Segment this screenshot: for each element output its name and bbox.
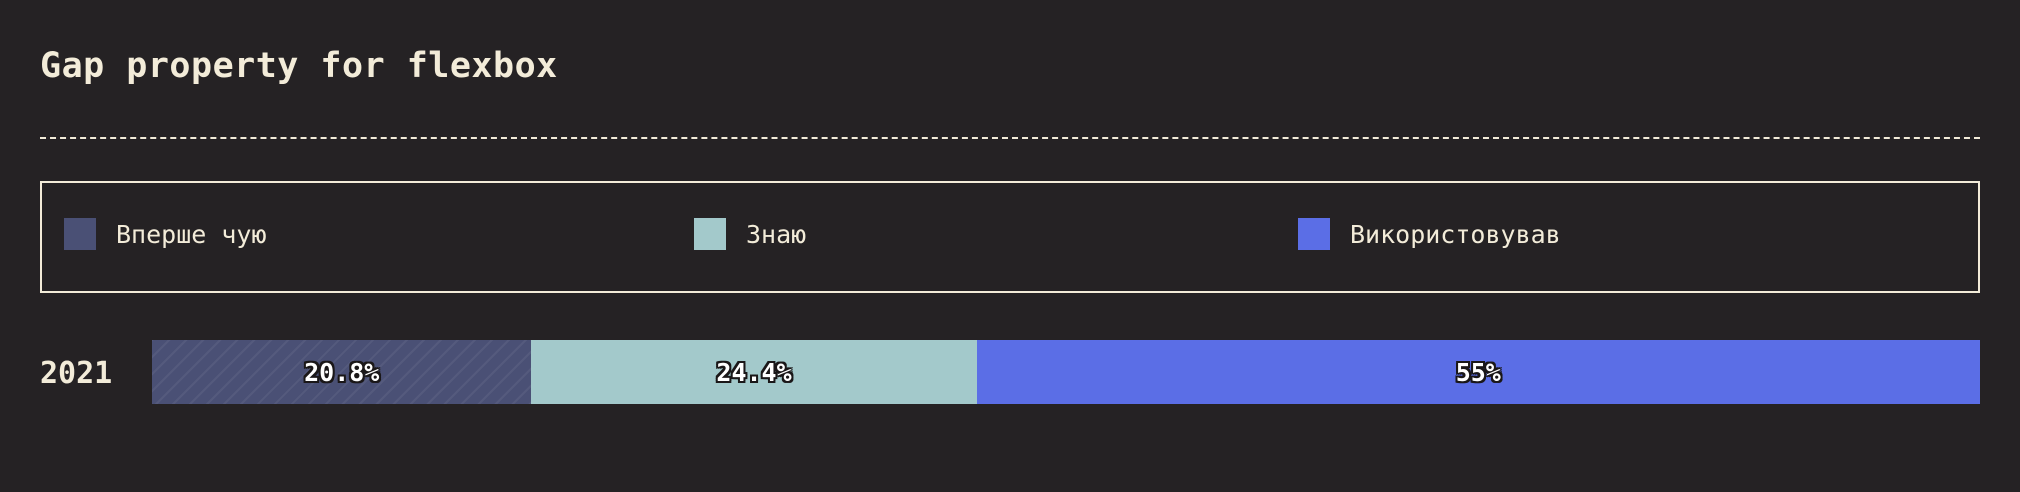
stacked-bar: 20.8% 24.4% 55%: [152, 340, 1980, 404]
legend-item-2[interactable]: Використовував: [1298, 218, 1561, 250]
legend-label-0: Вперше чую: [116, 219, 267, 249]
bar-segment-2[interactable]: 55%: [976, 340, 1980, 404]
bar-segment-label-1: 24.4%: [716, 357, 792, 387]
chart-title: Gap property for flexbox: [40, 46, 558, 86]
bar-segment-1[interactable]: 24.4%: [531, 340, 977, 404]
bar-segment-0[interactable]: 20.8%: [152, 340, 532, 404]
bar-segment-label-0: 20.8%: [304, 357, 380, 387]
legend-swatch-0: [64, 218, 96, 250]
legend-label-2: Використовував: [1350, 219, 1561, 249]
bar-segment-label-2: 55%: [1455, 357, 1501, 387]
legend-item-1[interactable]: Знаю: [694, 218, 806, 250]
title-divider: [40, 137, 1980, 139]
legend-item-0[interactable]: Вперше чую: [64, 218, 267, 250]
legend-swatch-1: [694, 218, 726, 250]
legend-swatch-2: [1298, 218, 1330, 250]
category-label: 2021: [40, 356, 113, 391]
legend-label-1: Знаю: [746, 219, 807, 249]
legend: Вперше чую Знаю Використовував: [40, 181, 1980, 293]
